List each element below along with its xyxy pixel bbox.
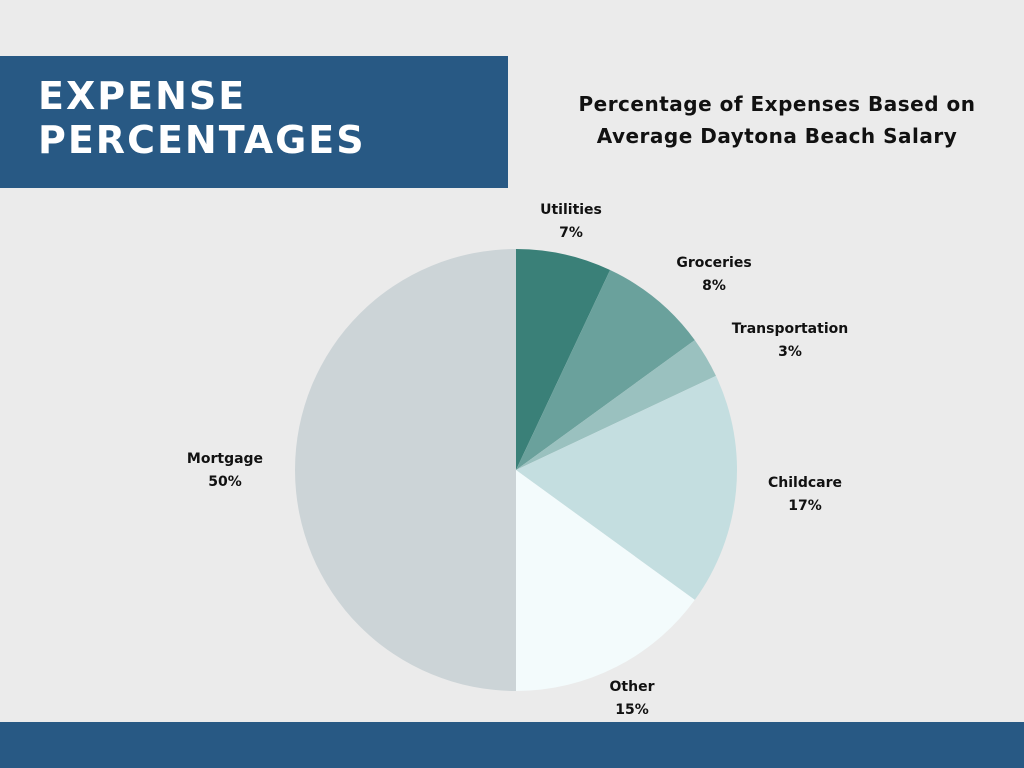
- slice-value-label: 17%: [788, 498, 822, 514]
- chart-title: Percentage of Expenses Based on Average …: [560, 88, 994, 152]
- pie-slice-other: [516, 470, 695, 691]
- header-title-line-1: EXPENSE: [38, 74, 247, 118]
- slice-category-label: Groceries: [676, 255, 751, 271]
- pie-slice-childcare: [516, 375, 738, 600]
- slice-label-transportation: Transportation 3%: [732, 321, 848, 360]
- slice-category-label: Transportation: [732, 321, 848, 337]
- pie-slice-utilities: [516, 249, 611, 470]
- slice-label-mortgage: Mortgage 50%: [187, 451, 263, 490]
- slice-value-label: 15%: [615, 702, 649, 718]
- slice-label-groceries: Groceries 8%: [676, 255, 751, 294]
- pie-slice-mortgage: [295, 249, 516, 691]
- slice-category-label: Other: [610, 679, 655, 695]
- slice-category-label: Mortgage: [187, 451, 263, 467]
- slice-value-label: 8%: [702, 278, 726, 294]
- slice-label-other: Other 15%: [610, 679, 655, 718]
- slice-label-childcare: Childcare 17%: [768, 475, 842, 514]
- slice-label-utilities: Utilities 7%: [540, 202, 602, 241]
- chart-title-line-2: Average Daytona Beach Salary: [596, 124, 958, 148]
- pie-slice-transportation: [516, 340, 716, 470]
- header-title-line-2: PERCENTAGES: [38, 118, 366, 162]
- footer-bar: [0, 722, 1024, 768]
- slice-category-label: Utilities: [540, 202, 602, 218]
- slice-category-label: Childcare: [768, 475, 842, 491]
- header-banner: [0, 56, 508, 188]
- pie-slice-groceries: [516, 270, 695, 470]
- slice-value-label: 3%: [778, 344, 802, 360]
- slice-value-label: 7%: [559, 225, 583, 241]
- slice-value-label: 50%: [208, 474, 242, 490]
- chart-title-line-1: Percentage of Expenses Based on: [578, 92, 976, 116]
